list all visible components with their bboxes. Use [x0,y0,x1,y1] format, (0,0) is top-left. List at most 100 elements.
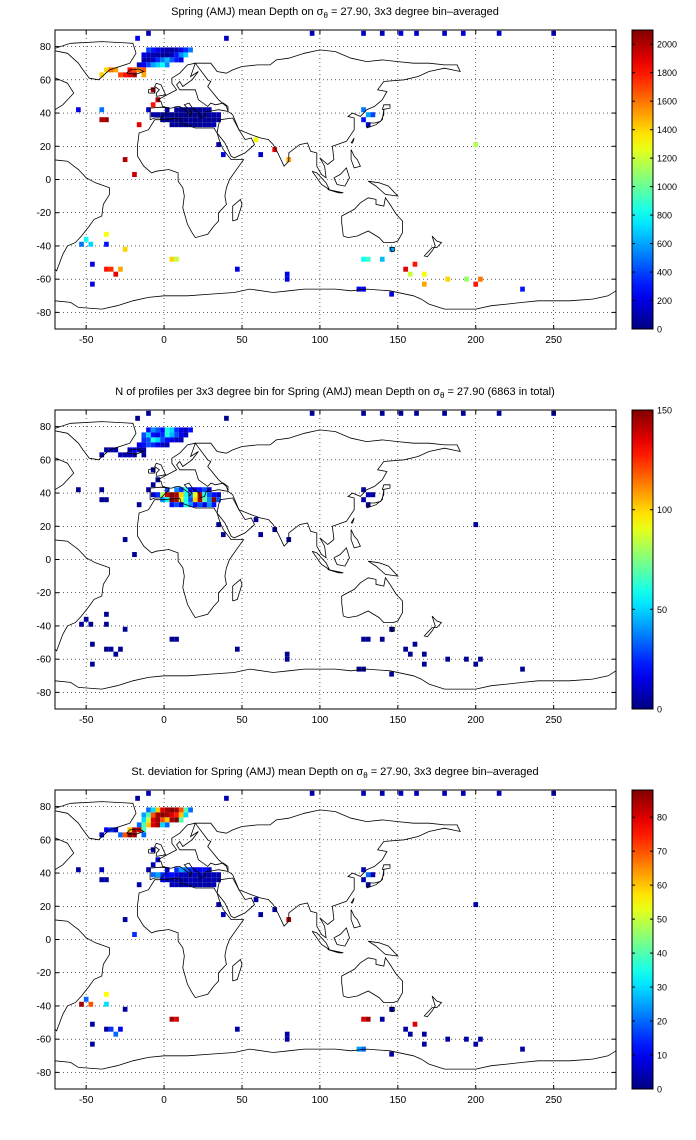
coastline [366,109,385,129]
bin-cell [174,636,179,642]
coastline [389,627,396,633]
coastline [154,462,167,477]
coastline [55,421,137,461]
bin-cell [155,822,161,828]
x-tick-label: 100 [312,335,329,346]
bin-cell [104,67,109,73]
bin-cell [155,872,161,878]
bin-cell [284,651,290,657]
bin-cell [164,52,170,58]
bin-cell [118,646,123,652]
bin-cell [141,72,147,78]
bin-cell [216,902,221,908]
bin-cell [104,447,109,453]
y-tick-label: -80 [37,1068,52,1079]
colorbar-tick-label: 1600 [657,97,677,107]
bin-cell [206,867,212,873]
bin-cell [183,47,189,53]
coastline [333,547,350,567]
bin-cell [99,497,105,503]
colorbar-tick-label: 2000 [657,40,677,50]
bin-cell [150,437,156,443]
bin-cell [141,452,147,458]
bin-cell [216,872,221,878]
bin-cell [104,611,109,617]
bin-cell [160,817,165,823]
title-subscript: θ [323,11,328,21]
coastlines [55,801,616,1089]
bin-cell [361,256,366,262]
title-suffix: = 27.90, 3x3 degree bin–averaged [327,6,499,18]
bin-cell [284,1036,290,1042]
bin-cell [146,807,151,813]
x-tick-label: 100 [312,1095,329,1106]
colorbar-tick-label: 400 [657,268,672,278]
bin-cell [99,452,105,458]
bin-cell [192,107,198,113]
bin-cell [197,107,203,113]
bin-cell [473,902,479,908]
bin-cell [389,671,394,677]
bin-cell [361,487,366,493]
panel-std-deviation: St. deviation for Spring (AMJ) mean Dept… [0,760,696,1140]
bin-cell [412,261,418,267]
bin-cell [365,872,371,878]
bin-cell [160,52,165,58]
bin-cell [146,822,151,828]
bin-cell [389,291,394,297]
bin-cell [141,442,147,448]
y-tick-label: -20 [37,588,52,599]
title-symbol: σ [316,6,324,18]
bin-cell [197,497,203,503]
bin-cell [188,867,193,873]
bin-cell [113,271,119,277]
bin-cell [216,522,221,528]
colorbar-tick-label: 20 [657,1017,667,1027]
coastlines [55,41,616,329]
title-symbol: σ [433,386,440,398]
bin-cell [356,286,362,292]
bin-cell [224,415,229,421]
bin-cell [113,447,119,453]
y-tick-label: 40 [40,489,52,500]
bin-cell [361,117,366,123]
bin-cell [136,122,142,128]
bin-cell [202,112,207,118]
bin-cell [202,122,207,128]
bin-cell [389,1051,394,1057]
bin-cell [76,107,81,113]
bin-cell [136,502,142,508]
bin-cell [284,1031,290,1037]
bin-cell [136,67,142,73]
bin-cell [174,117,179,123]
bin-cell [188,107,193,113]
bin-cell [79,241,84,247]
y-tick-label: 20 [40,522,52,533]
panel-profile-count: N of profiles per 3x3 degree bin for Spr… [0,380,696,760]
bin-cell [183,107,189,113]
bin-cell [258,912,264,918]
coastline [367,180,399,197]
bin-cell [407,271,413,277]
bin-cell [155,112,161,118]
bin-cell [365,256,371,262]
bin-cell [104,991,109,997]
bin-cell [188,497,193,503]
bin-cell [174,882,179,888]
bin-cell [206,112,212,118]
bin-cell [389,626,394,632]
bin-cell [135,415,140,421]
bin-cell [99,877,105,883]
bin-cell [253,517,259,523]
bin-cell [421,1031,427,1037]
title-subscript: θ [439,391,445,401]
title-subscript: θ [363,771,368,781]
bin-cell [132,552,137,558]
bin-cell [370,872,376,878]
colorbar-tick-label: 50 [657,605,667,615]
bin-cell [169,112,175,118]
y-tick-label: -60 [37,1035,52,1046]
bin-cell [365,122,371,128]
title-suffix: = 27.90, 3x3 degree bin–averaged [367,766,539,778]
bin-cell [174,867,179,873]
